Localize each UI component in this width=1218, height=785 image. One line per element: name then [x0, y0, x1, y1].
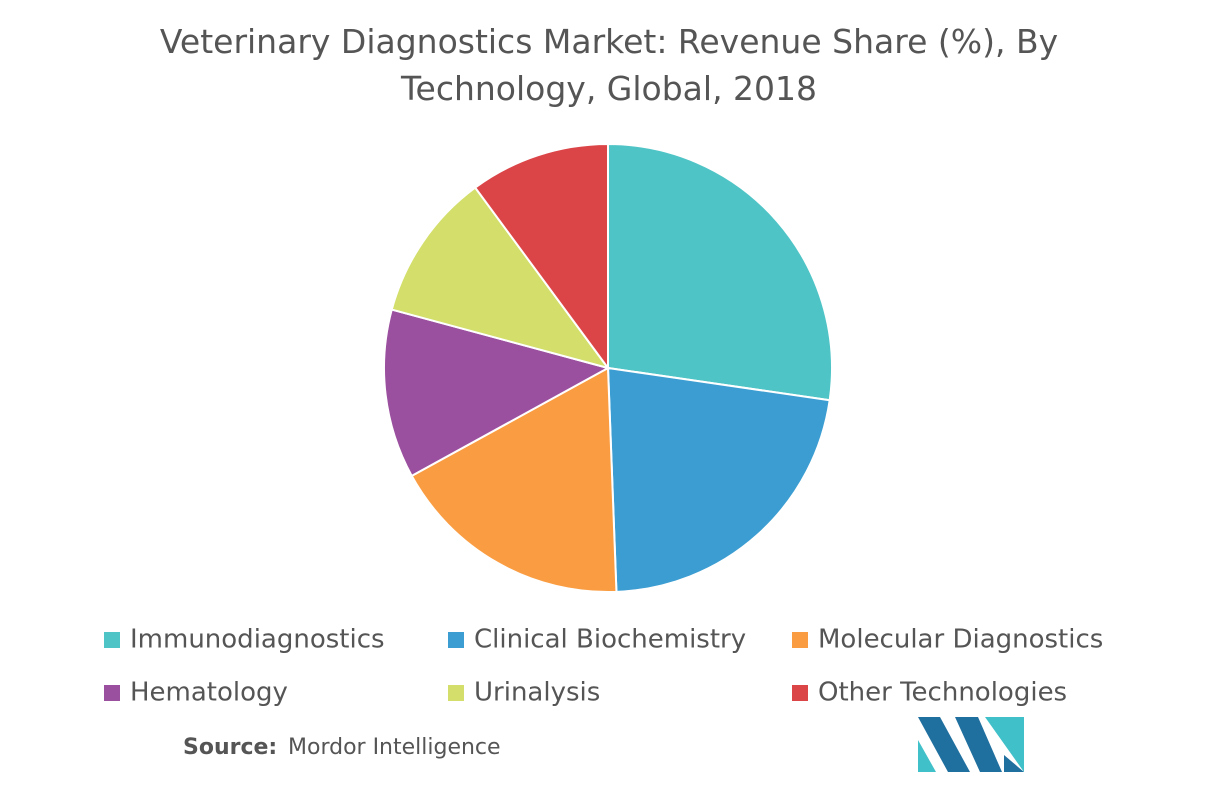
logo-shape — [918, 717, 970, 772]
legend-label: Immunodiagnostics — [130, 625, 385, 655]
legend-swatch — [448, 632, 464, 648]
pie-slice — [390, 186, 611, 370]
legend-label: Hematology — [130, 678, 288, 708]
legend-swatch — [792, 685, 808, 701]
source-label: Source: — [183, 735, 277, 760]
chart-title: Veterinary Diagnostics Market: Revenue S… — [159, 22, 1059, 108]
source-text: Mordor Intelligence — [288, 735, 501, 760]
pie-slice — [606, 366, 831, 593]
pie-slice — [410, 366, 618, 593]
logo-shape — [955, 717, 1002, 772]
pie-slice — [473, 142, 609, 372]
logo-shape — [918, 740, 936, 772]
pie-slice — [607, 142, 833, 402]
legend-swatch — [448, 685, 464, 701]
legend-swatch — [792, 632, 808, 648]
pie-slice — [383, 308, 611, 478]
legend-label: Molecular Diagnostics — [818, 625, 1103, 655]
logo — [918, 717, 1024, 772]
legend-label: Urinalysis — [474, 678, 600, 708]
legend-label: Other Technologies — [818, 678, 1067, 708]
legend-label: Clinical Biochemistry — [474, 625, 746, 655]
logo-shape — [985, 717, 1024, 772]
legend-swatch — [104, 685, 120, 701]
logo-shape — [1004, 755, 1024, 772]
legend-swatch — [104, 632, 120, 648]
